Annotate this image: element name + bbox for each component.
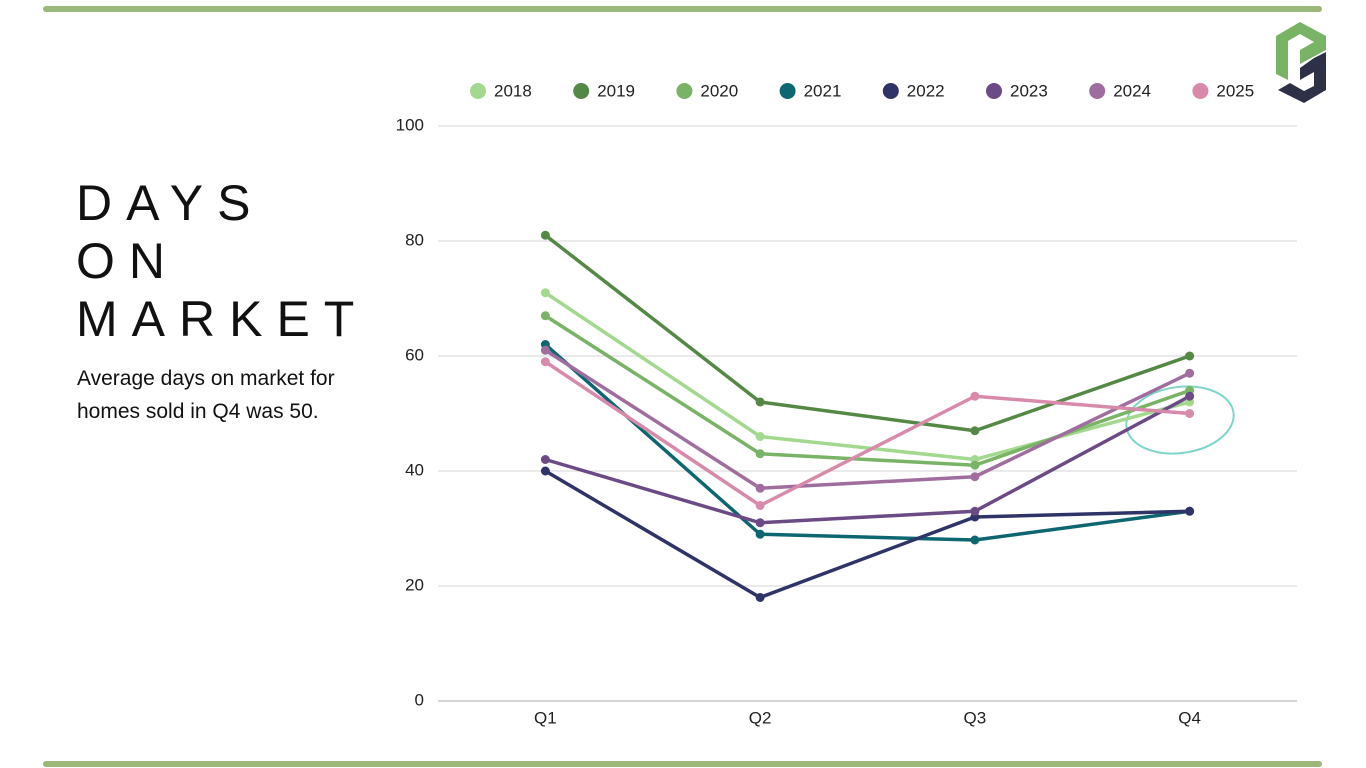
top-rule — [43, 6, 1322, 12]
x-tick-label: Q4 — [1178, 708, 1201, 727]
legend-swatch — [779, 83, 796, 99]
legend-label: 2021 — [804, 81, 842, 100]
legend-swatch — [1192, 83, 1209, 99]
data-point — [970, 535, 980, 545]
data-point — [540, 455, 550, 464]
legend-label: 2023 — [1010, 81, 1048, 100]
data-point — [755, 432, 765, 441]
legend-swatch — [676, 83, 693, 99]
series-line — [544, 348, 1191, 490]
legend-label: 2022 — [907, 81, 945, 100]
series-line — [544, 469, 1190, 600]
legend-swatch — [986, 83, 1002, 99]
data-point — [755, 593, 765, 602]
slide-subtitle: Average days on market for homes sold in… — [77, 367, 335, 423]
bottom-rule — [43, 761, 1322, 767]
y-tick-label: 20 — [405, 575, 424, 594]
series-line — [544, 291, 1191, 462]
highlight-circle — [1125, 385, 1235, 455]
data-point — [1185, 368, 1195, 378]
x-tick-label: Q2 — [749, 708, 772, 727]
data-point — [970, 391, 980, 401]
data-point — [540, 288, 550, 298]
data-point — [755, 449, 765, 459]
data-point — [970, 460, 980, 470]
y-tick-label: 0 — [415, 690, 424, 709]
legend-swatch — [882, 83, 899, 99]
data-point — [755, 397, 765, 407]
legend-swatch — [470, 83, 486, 99]
data-point — [1185, 506, 1195, 516]
data-point — [540, 345, 550, 355]
legend-swatch — [1089, 83, 1106, 99]
legend-label: 2025 — [1216, 81, 1254, 100]
data-point — [540, 311, 550, 321]
series-line — [544, 394, 1191, 525]
legend-swatch — [573, 83, 590, 99]
data-point — [755, 529, 765, 539]
y-tick-label: 40 — [405, 460, 424, 479]
x-tick-label: Q1 — [534, 708, 557, 727]
data-point — [970, 426, 980, 436]
logo — [1276, 22, 1326, 103]
data-point — [540, 466, 550, 476]
data-point — [540, 230, 550, 240]
legend-label: 2018 — [494, 81, 532, 100]
data-point — [755, 501, 765, 510]
data-point — [755, 483, 765, 493]
data-point — [755, 518, 765, 528]
slide-title: DAYS ON MARKET — [76, 175, 369, 347]
series-line — [544, 343, 1190, 542]
data-point — [970, 506, 980, 516]
y-tick-label: 100 — [396, 115, 424, 134]
data-point — [540, 357, 550, 367]
legend-label: 2020 — [700, 81, 738, 100]
data-point — [1185, 351, 1195, 361]
y-tick-label: 60 — [405, 345, 424, 364]
data-point — [1185, 409, 1195, 418]
data-point — [1185, 391, 1195, 401]
y-tick-label: 80 — [405, 230, 424, 249]
legend-label: 2024 — [1113, 81, 1151, 100]
x-tick-label: Q3 — [964, 708, 987, 727]
series-line — [544, 233, 1191, 433]
data-point — [970, 472, 980, 482]
series-line — [544, 360, 1190, 508]
series-line — [544, 314, 1191, 467]
legend-label: 2019 — [597, 81, 635, 100]
